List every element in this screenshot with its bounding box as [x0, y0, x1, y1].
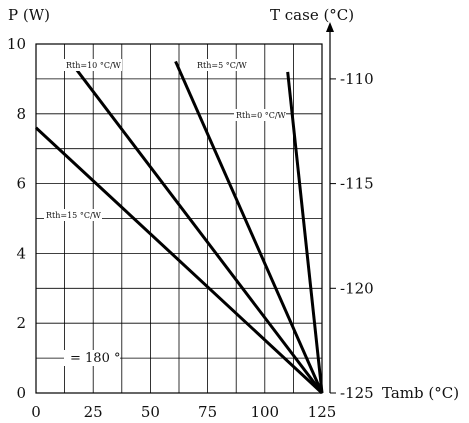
y-tick-label: 10: [7, 35, 26, 53]
series-line-0: [286, 71, 324, 394]
label-bg: [195, 59, 247, 71]
label-bg: [234, 109, 286, 121]
x-tick-label: 50: [141, 403, 160, 421]
right-tick-label: -115: [340, 175, 374, 193]
x-tick-label: 25: [84, 403, 103, 421]
right-tick-label: -120: [340, 279, 374, 297]
label-bg: [44, 209, 102, 221]
x-tick-label: 125: [308, 403, 337, 421]
right-tick-label: -125: [340, 384, 374, 402]
right-tick-labels: -125 -120 -115 -110: [330, 70, 374, 402]
y-tick-label: 0: [16, 384, 26, 402]
series-line-3: [34, 126, 324, 395]
y-tick-labels: 0 2 4 6 8 10: [7, 35, 26, 402]
x-tick-labels: 0 25 50 75 100 125: [31, 403, 336, 421]
annotation-angle: = 180 °: [70, 351, 120, 366]
label-bg: [64, 350, 120, 366]
plot-frame: [35, 43, 323, 394]
y-tick-label: 4: [16, 244, 26, 262]
annotation-rth15: Rth=15 °C/W: [46, 211, 102, 220]
chart-grid: [36, 44, 322, 393]
series-line-2: [69, 60, 324, 394]
left-axis-title: P (W): [8, 6, 50, 24]
x-tick-label: 75: [198, 403, 217, 421]
annotation-rth0: Rth=0 °C/W: [236, 111, 287, 120]
series-layer: [34, 60, 324, 395]
series-line-1: [174, 60, 324, 394]
y-tick-label: 2: [16, 314, 26, 332]
y-tick-label: 6: [16, 175, 26, 193]
x-axis-title: Tamb (°C): [382, 384, 459, 402]
right-axis-arrow-icon: [326, 22, 334, 32]
right-tick-label: -110: [340, 70, 374, 88]
annotation-rth10: Rth=10 °C/W: [66, 61, 122, 70]
x-tick-label: 100: [250, 403, 279, 421]
label-bg: [64, 59, 122, 71]
right-axis-title: T case (°C): [270, 6, 354, 24]
x-tick-label: 0: [31, 403, 41, 421]
y-tick-label: 8: [16, 105, 26, 123]
annotation-rth5: Rth=5 °C/W: [197, 61, 248, 70]
